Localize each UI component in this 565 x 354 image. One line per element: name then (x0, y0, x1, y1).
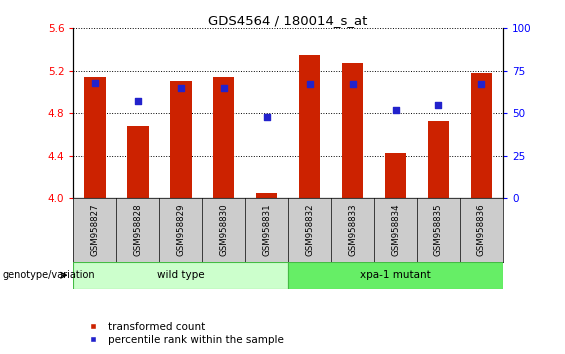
Point (133, 98, 142, 104)
Text: GSM958834: GSM958834 (391, 204, 400, 256)
Point (434, 102, 443, 108)
Text: GSM958833: GSM958833 (348, 204, 357, 256)
Bar (127, 126, 149, 198)
Text: GSM958828: GSM958828 (133, 204, 142, 256)
Text: wild type: wild type (157, 270, 205, 280)
Point (348, 81, 357, 87)
Text: GSM958829: GSM958829 (176, 204, 185, 256)
Point (391, 107, 400, 113)
Point (305, 81, 314, 87)
Legend: transformed count, percentile rank within the sample: transformed count, percentile rank withi… (79, 317, 288, 349)
Bar (299, 55, 320, 198)
Bar (73, 262, 288, 289)
Point (90, 80, 99, 86)
Text: GSM958830: GSM958830 (219, 204, 228, 256)
Bar (428, 121, 449, 198)
Text: GSM958836: GSM958836 (477, 204, 486, 256)
Title: GDS4564 / 180014_s_at: GDS4564 / 180014_s_at (208, 14, 368, 27)
Text: genotype/variation: genotype/variation (3, 270, 95, 280)
Text: GSM958832: GSM958832 (305, 204, 314, 256)
Bar (256, 193, 277, 198)
Point (219, 85, 228, 91)
Bar (471, 73, 492, 198)
Bar (385, 153, 406, 198)
Bar (342, 63, 363, 198)
Bar (288, 262, 503, 289)
Text: GSM958835: GSM958835 (434, 204, 443, 256)
Text: xpa-1 mutant: xpa-1 mutant (360, 270, 431, 280)
Bar (84, 77, 106, 198)
Point (477, 81, 486, 87)
Bar (170, 81, 192, 198)
Text: GSM958827: GSM958827 (90, 204, 99, 256)
Text: GSM958831: GSM958831 (262, 204, 271, 256)
Point (176, 85, 185, 91)
Point (262, 114, 271, 120)
Bar (213, 77, 234, 198)
